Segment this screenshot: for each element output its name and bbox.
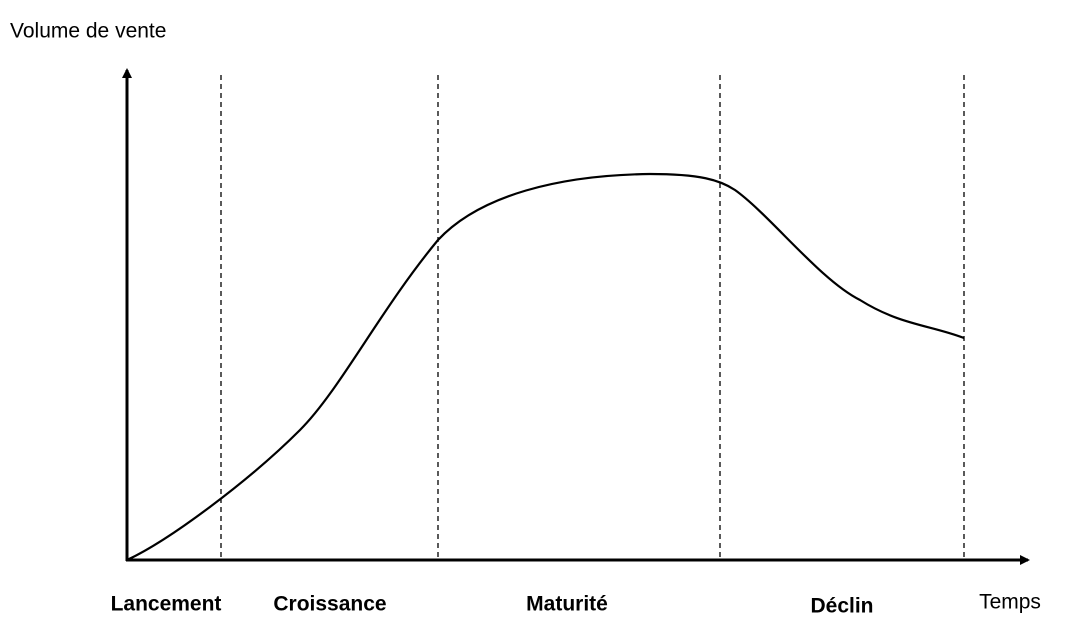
phase-label: Lancement xyxy=(111,593,222,616)
phase-label: Maturité xyxy=(526,593,608,616)
life-cycle-curve xyxy=(126,172,965,561)
phase-label: Déclin xyxy=(810,595,873,618)
y-axis-label: Volume de vente xyxy=(10,20,166,43)
x-axis-label: Temps xyxy=(979,591,1041,614)
phase-label: Croissance xyxy=(273,593,386,616)
phase-dividers xyxy=(220,75,965,560)
